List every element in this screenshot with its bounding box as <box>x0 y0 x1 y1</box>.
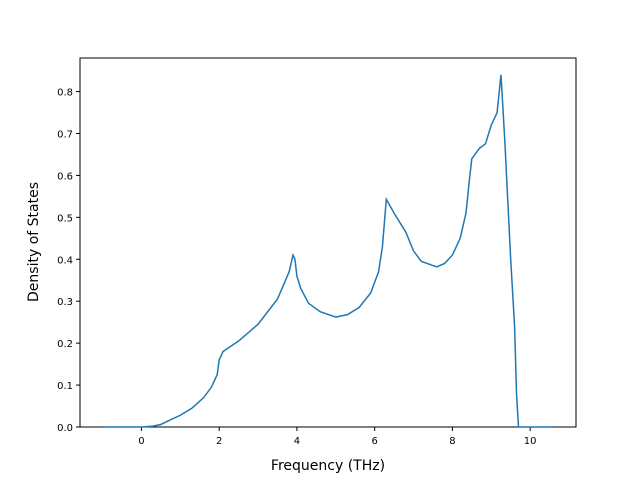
y-tick-label: 0.0 <box>57 423 73 434</box>
y-tick-label: 0.1 <box>57 381 73 392</box>
y-tick-label: 0.4 <box>57 255 73 266</box>
x-tick-label: 2 <box>216 436 222 447</box>
x-tick-label: 6 <box>371 436 377 447</box>
y-tick-label: 0.8 <box>57 88 73 99</box>
plot-frame <box>79 57 577 428</box>
y-tick-label: 0.5 <box>57 213 73 224</box>
x-tick-label: 10 <box>524 436 537 447</box>
y-tick-label: 0.3 <box>57 297 73 308</box>
y-tick-label: 0.6 <box>57 171 73 182</box>
x-axis-label: Frequency (THz) <box>271 458 385 474</box>
x-tick-label: 0 <box>138 436 144 447</box>
x-tick-label: 4 <box>294 436 300 447</box>
y-axis-label: Density of States <box>26 182 42 302</box>
data-line <box>102 74 554 428</box>
x-tick-label: 8 <box>449 436 455 447</box>
y-tick-label: 0.2 <box>57 339 73 350</box>
y-tick-label: 0.7 <box>57 129 73 140</box>
